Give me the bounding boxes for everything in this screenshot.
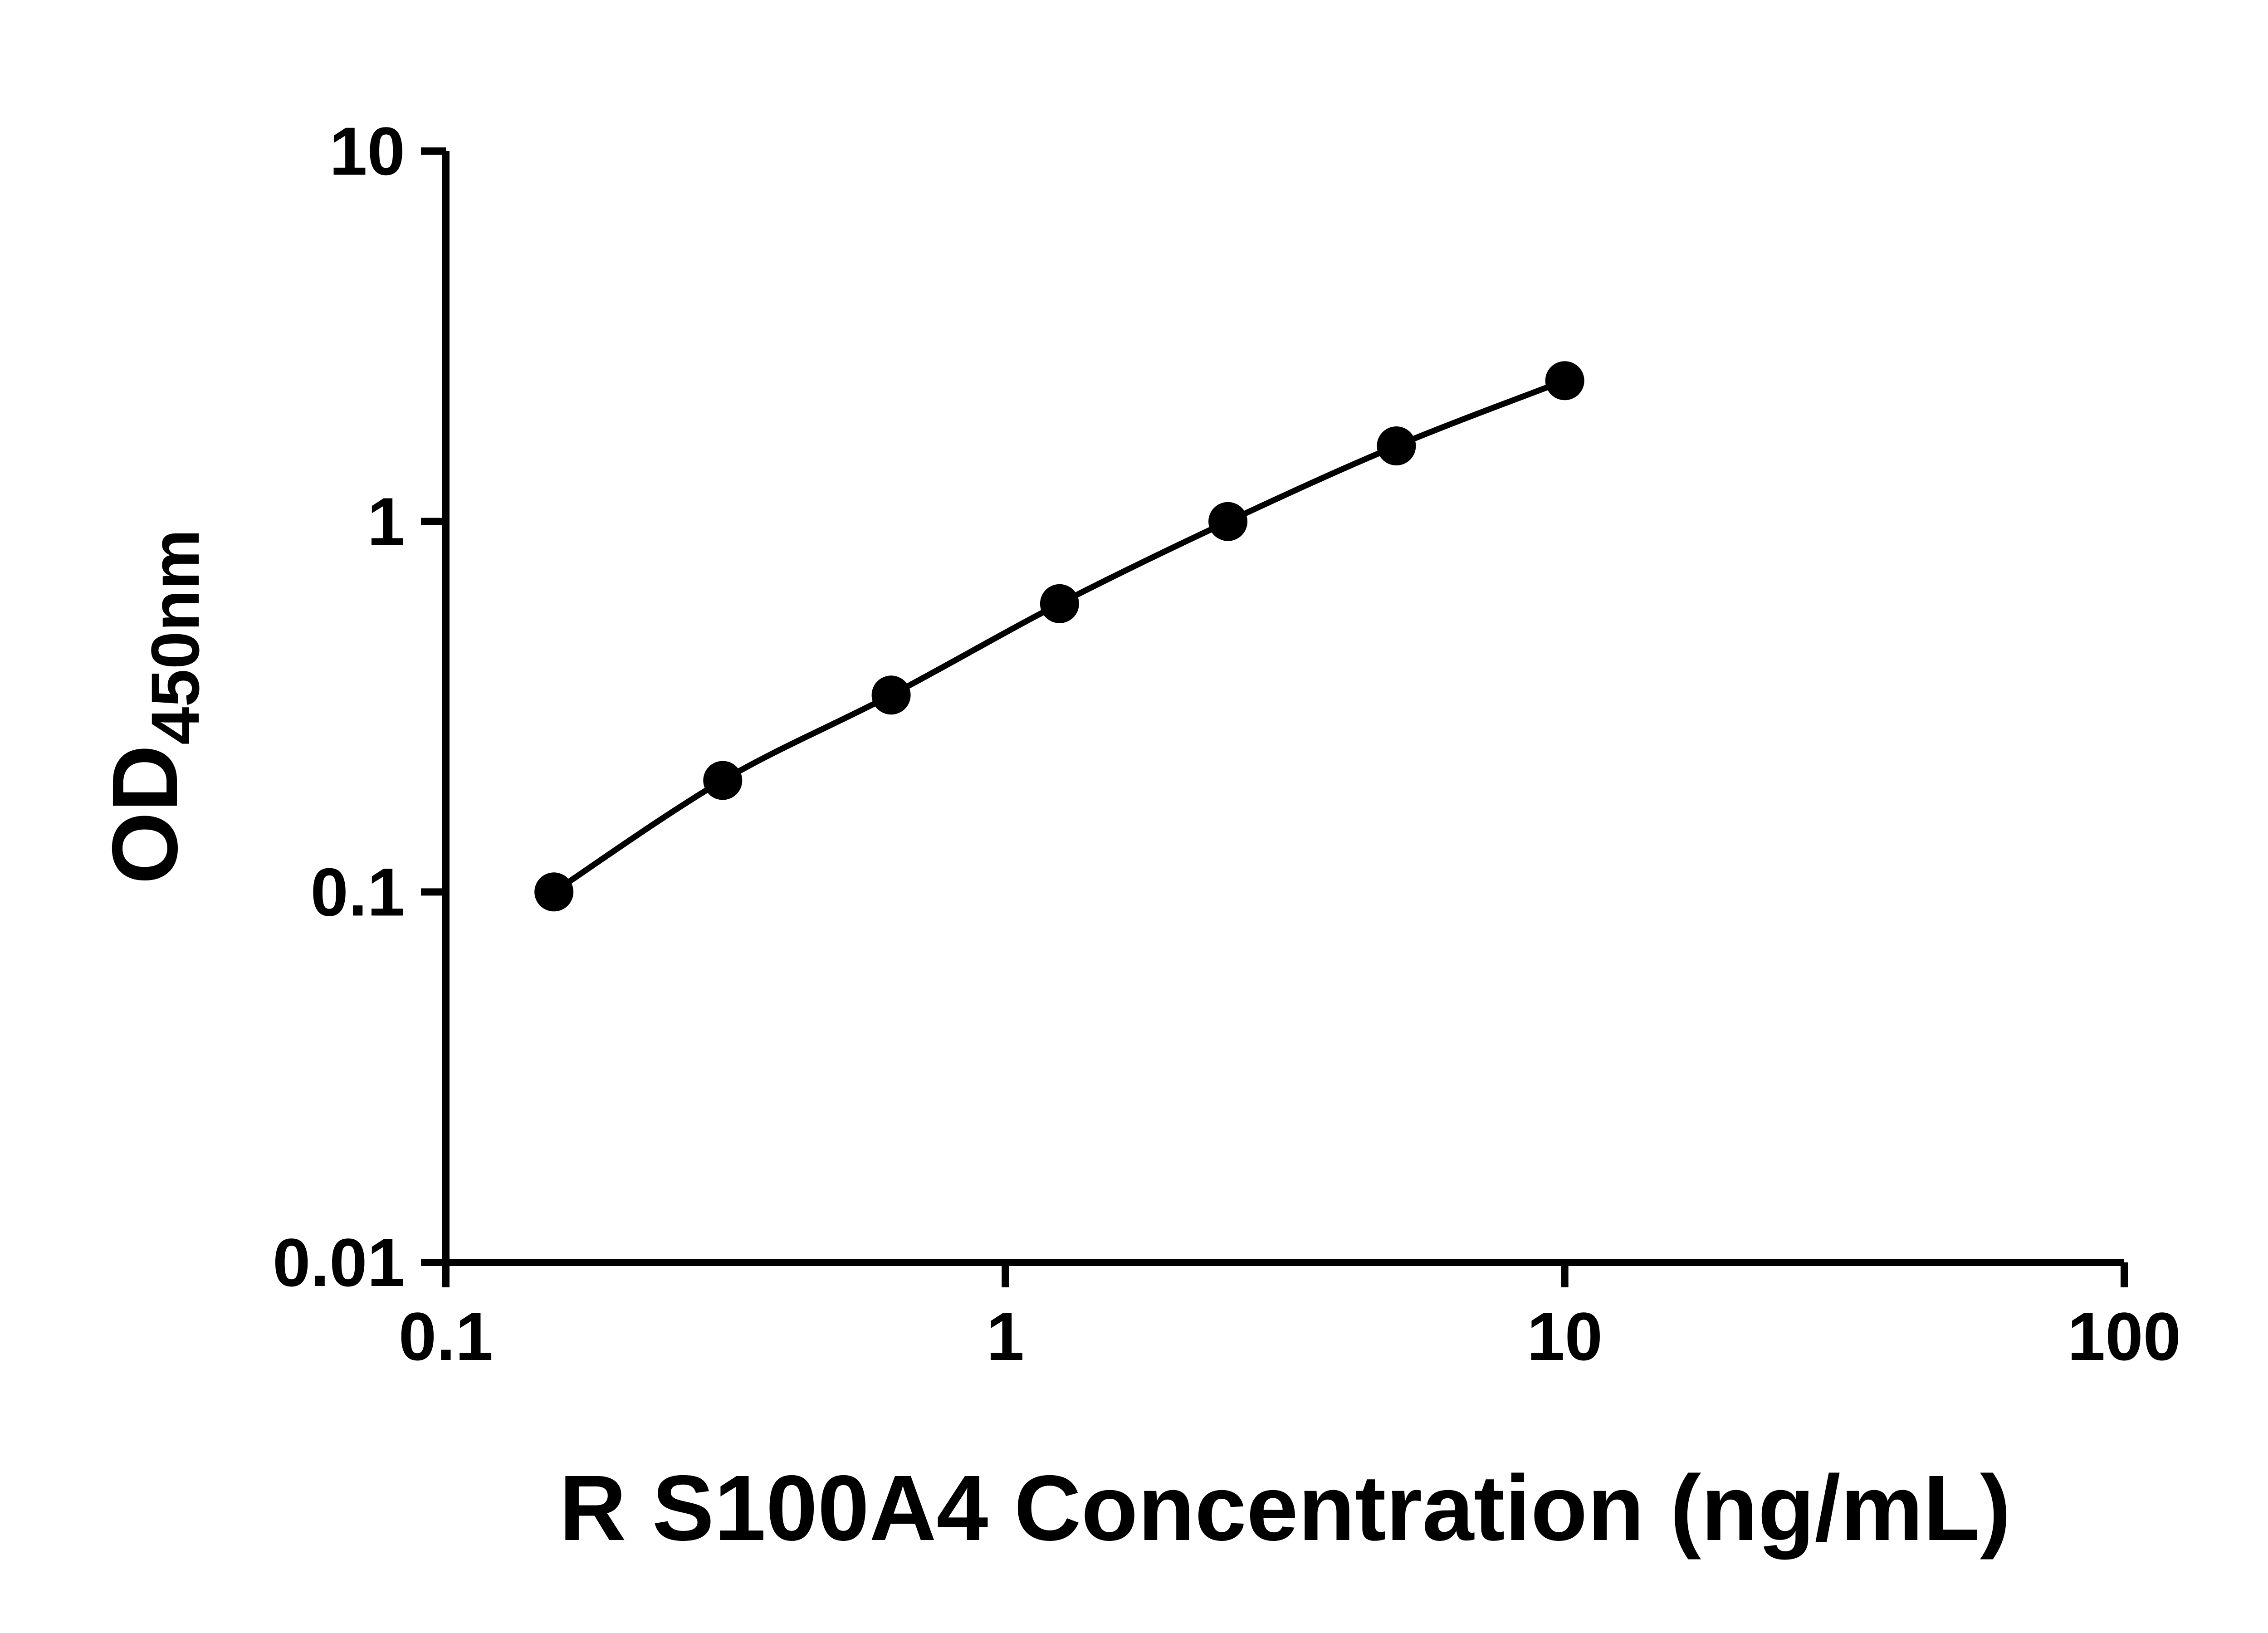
data-point-marker [871,675,911,715]
y-axis-title: OD450nm [93,529,213,885]
data-point-marker [703,761,743,800]
x-tick-label: 10 [1527,1298,1603,1374]
x-tick-label: 0.1 [399,1298,494,1374]
curve-line [552,378,1566,895]
data-point-marker [1377,426,1416,465]
data-point-marker [1208,502,1248,541]
y-tick-label: 10 [329,113,405,189]
y-axis-title-subscript: 450nm [137,529,213,745]
data-point-marker [1545,361,1584,401]
y-tick-label: 0.1 [310,854,405,930]
x-tick-label: 100 [2068,1298,2181,1374]
y-axis-tick-labels: 0.01 0.1 1 10 [273,113,405,1301]
x-axis-ticks [442,1262,2128,1287]
x-axis-tick-labels: 0.1 1 10 100 [399,1298,2181,1374]
data-point-marker [1040,584,1079,623]
y-axis-title-main: OD [93,745,197,885]
x-axis-title: R S100A4 Concentration (ng/mL) [559,1456,2011,1560]
axis-frame [442,151,2124,1266]
y-tick-label: 0.01 [273,1224,405,1301]
data-point-marker [534,872,574,912]
y-axis-ticks [421,147,446,1266]
data-series-standard-curve [534,361,1584,912]
x-tick-label: 1 [987,1298,1024,1374]
y-tick-label: 1 [367,484,405,560]
